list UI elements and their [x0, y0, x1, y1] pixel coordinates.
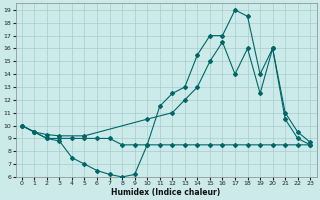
X-axis label: Humidex (Indice chaleur): Humidex (Indice chaleur)	[111, 188, 221, 197]
